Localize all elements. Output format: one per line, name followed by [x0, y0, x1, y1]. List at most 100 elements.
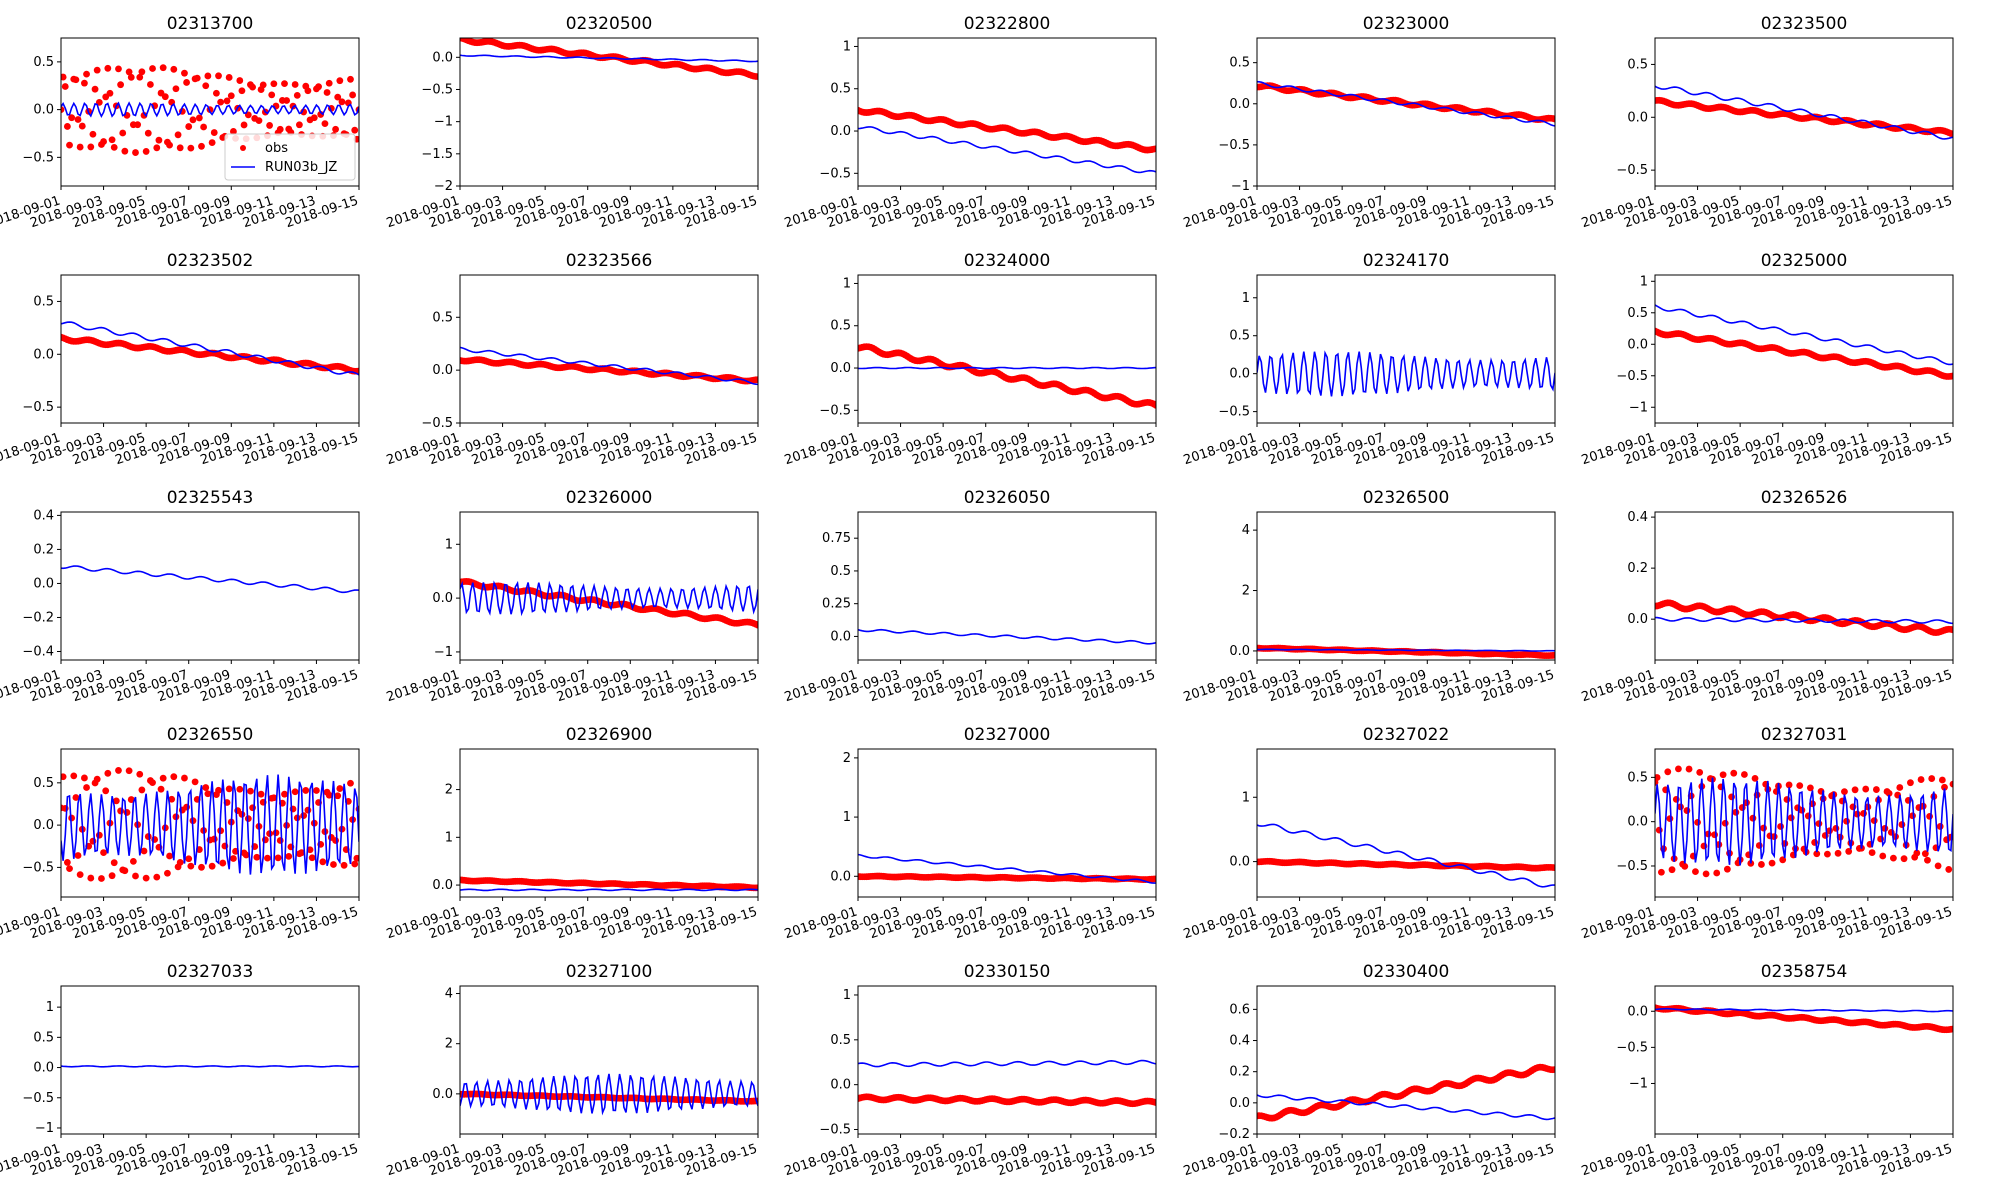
obs-point [72, 76, 80, 84]
y-tick-label: −1 [434, 115, 453, 130]
obs-point [304, 806, 312, 814]
obs-point [1551, 864, 1555, 872]
obs-point [1755, 842, 1763, 849]
obs-point [1732, 808, 1740, 816]
obs-point [1945, 866, 1953, 873]
model-line [460, 346, 758, 386]
y-tick-label: 0.5 [830, 564, 851, 579]
axes-frame [857, 37, 1157, 187]
model-line [858, 366, 1156, 370]
axes-frame [857, 748, 1157, 898]
subplot-title: 02322800 [964, 14, 1051, 34]
model-line [1655, 85, 1953, 140]
subplot-02327100: 023271000.0242018-09-012018-09-032018-09… [385, 962, 759, 1179]
obs-point [72, 794, 80, 801]
y-tick-label: −0.5 [819, 1123, 851, 1138]
axes-frame [1654, 274, 1954, 424]
y-tick-label: 0.0 [432, 50, 453, 65]
obs-point [230, 855, 237, 862]
obs-point [166, 852, 173, 860]
obs-point [181, 69, 188, 77]
model-line [460, 888, 758, 892]
obs-point [63, 859, 71, 866]
obs-point [202, 82, 210, 90]
y-tick-label: 0.5 [1229, 329, 1250, 344]
subplot-02323566: 02323566−0.50.00.52018-09-012018-09-0320… [385, 251, 759, 468]
model-line [858, 853, 1156, 884]
obs-point [1896, 784, 1904, 791]
obs-point [204, 72, 212, 80]
y-tick-label: 0.0 [1627, 815, 1648, 830]
obs-point [219, 859, 227, 867]
obs-point [1675, 765, 1682, 773]
y-tick-label: 0.0 [33, 103, 54, 118]
obs-point [754, 73, 758, 81]
y-tick-label: 0.0 [432, 591, 453, 606]
obs-point [302, 787, 310, 794]
obs-point [1851, 786, 1859, 794]
axes-frame [60, 511, 360, 661]
subplot-title: 02326000 [566, 488, 653, 508]
y-tick-label: −0.2 [22, 610, 54, 625]
obs-point [274, 854, 282, 862]
obs-point [1711, 831, 1718, 839]
model-line [61, 1065, 359, 1068]
model-line [1655, 616, 1953, 625]
y-tick-label: −0.5 [421, 82, 453, 97]
obs-point [334, 792, 342, 800]
obs-point [1870, 817, 1878, 825]
y-tick-label: −1 [1629, 400, 1648, 415]
y-tick-label: 0.0 [830, 1078, 851, 1093]
obs-point [102, 787, 110, 795]
obs-point [1917, 776, 1925, 783]
axes-frame [1654, 37, 1954, 187]
obs-point [208, 139, 216, 146]
obs-point [168, 795, 176, 803]
obs-point [283, 97, 291, 104]
axes-frame [857, 511, 1157, 661]
legend-box [224, 133, 356, 181]
obs-point [1787, 814, 1795, 822]
subplot-02330400: 02330400−0.20.00.20.40.62018-09-012018-0… [1182, 962, 1556, 1179]
obs-point [76, 143, 84, 151]
obs-point [108, 136, 116, 144]
y-tick-label: −0.5 [1218, 405, 1250, 420]
subplot-02327000: 023270000.0122018-09-012018-09-032018-09… [783, 725, 1157, 942]
obs-point [300, 812, 308, 820]
obs-point [121, 147, 129, 155]
obs-point [323, 89, 331, 96]
y-tick-label: 0.0 [830, 124, 851, 139]
obs-point [340, 861, 348, 869]
obs-point [125, 767, 133, 775]
obs-point [291, 81, 299, 88]
obs-point [1881, 825, 1889, 832]
obs-point [183, 79, 190, 86]
subplot-title: 02326526 [1761, 488, 1848, 508]
axes-frame [1256, 37, 1556, 187]
obs-point [310, 114, 318, 122]
obs-point [1949, 780, 1953, 788]
obs-point [1913, 849, 1921, 857]
y-tick-label: 0.4 [1229, 1034, 1250, 1049]
y-tick-label: −0.5 [1616, 369, 1648, 384]
y-tick-label: 0.0 [1229, 855, 1250, 870]
obs-point [121, 867, 129, 875]
subplot-02313700: 02313700−0.50.00.52018-09-012018-09-0320… [0, 14, 360, 231]
obs-point [225, 74, 233, 81]
obs-point [336, 785, 344, 792]
subplot-title: 02323000 [1363, 14, 1450, 34]
obs-point [140, 847, 148, 855]
y-tick-label: 0.5 [1627, 306, 1648, 321]
obs-point [1152, 875, 1156, 883]
axes-frame [1256, 511, 1556, 661]
obs-point [164, 869, 171, 877]
y-tick-label: 0.5 [830, 319, 851, 334]
obs-point [1900, 855, 1908, 863]
y-tick-label: 0.0 [33, 576, 54, 591]
obs-point [319, 858, 327, 866]
y-tick-label: −1 [1231, 179, 1250, 194]
y-tick-label: 0.0 [1229, 367, 1250, 382]
y-tick-label: 0.5 [1627, 57, 1648, 72]
obs-point [1730, 769, 1738, 777]
obs-point [1751, 774, 1759, 782]
